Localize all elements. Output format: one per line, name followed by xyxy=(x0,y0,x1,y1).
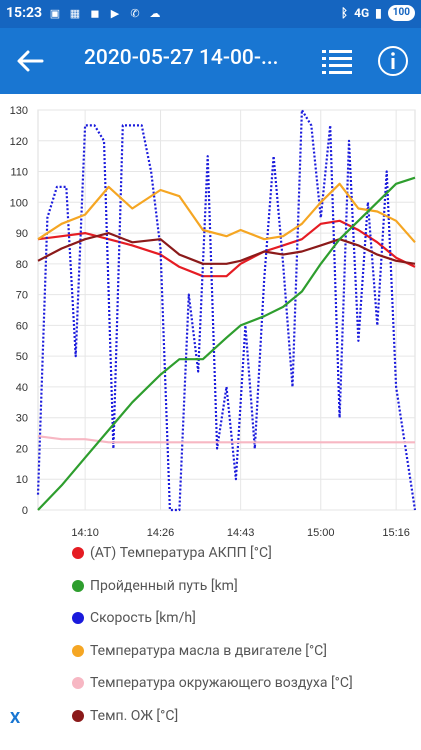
y-tick-label: 60 xyxy=(16,320,28,332)
series-line-4 xyxy=(37,435,415,444)
x-tick-label: 14:43 xyxy=(227,527,255,539)
series-line-5 xyxy=(37,232,416,265)
legend-item[interactable]: Темп. ОЖ [°C] xyxy=(72,708,178,724)
viber-icon: ✆ xyxy=(130,6,140,20)
legend-item[interactable]: Температура окружающего воздуха [°C] xyxy=(72,675,353,691)
bluetooth-icon: ᛒ xyxy=(340,6,349,20)
series-line-0 xyxy=(37,219,416,278)
list-icon[interactable] xyxy=(320,44,354,78)
battery-icon: 100 xyxy=(387,5,415,21)
status-bar: 15:23 ▣ ▦ ◼ ▶ ✆ ☁ ᛒ 4G ▮ 100 xyxy=(0,0,421,28)
y-tick-label: 0 xyxy=(22,505,28,517)
y-tick-label: 120 xyxy=(10,136,28,148)
y-tick-label: 30 xyxy=(16,413,28,425)
y-tick-label: 10 xyxy=(16,474,28,486)
y-tick-label: 50 xyxy=(16,351,28,363)
info-icon[interactable] xyxy=(376,44,410,78)
page-title: 2020-05-27 14-00-... xyxy=(84,46,279,70)
y-tick-label: 90 xyxy=(16,228,28,240)
notification-1-icon: ▣ xyxy=(49,6,61,20)
trip-chart[interactable]: 0 10 20 30 40 50 60 70 80 90 100 110 120 130 14:10 14:… xyxy=(0,96,421,540)
notification-icons: ▣ ▦ ◼ ▶ ✆ ☁ xyxy=(48,6,162,20)
cloud-icon: ☁ xyxy=(149,6,161,20)
legend-label: (AT) Температура АКПП [°C] xyxy=(90,545,272,561)
y-tick-label: 70 xyxy=(16,290,28,302)
legend-color-dot xyxy=(72,579,84,592)
x-tick-label: 14:10 xyxy=(71,527,99,539)
legend-color-dot xyxy=(72,709,84,722)
picture-icon: ▦ xyxy=(69,6,81,20)
legend-item[interactable]: Температура масла в двигателе [°C] xyxy=(72,643,327,659)
legend-color-dot xyxy=(72,677,84,689)
y-tick-label: 130 xyxy=(10,105,28,117)
legend-item[interactable]: (AT) Температура АКПП [°C] xyxy=(72,545,272,561)
legend-item[interactable]: Пройденный путь [km] xyxy=(72,578,238,594)
legend-color-dot xyxy=(72,547,84,559)
legend-color-dot xyxy=(72,644,84,657)
legend-label: Темп. ОЖ [°C] xyxy=(90,707,179,724)
status-time: 15:23 xyxy=(6,5,43,21)
series-line-2 xyxy=(36,108,417,512)
series-line-1 xyxy=(37,176,416,511)
y-tick-label: 40 xyxy=(16,382,28,394)
legend-label: Скорость [km/h] xyxy=(90,610,196,626)
android-icon: ◼ xyxy=(90,6,100,20)
series-line-3 xyxy=(37,182,416,244)
back-arrow-icon[interactable] xyxy=(12,43,48,79)
legend-item[interactable]: Скорость [km/h] xyxy=(72,610,196,626)
x-tick-label: 15:16 xyxy=(382,527,410,539)
status-right: ᛒ 4G ▮ 100 xyxy=(341,5,415,21)
x-tick-label: 14:26 xyxy=(147,527,175,539)
y-tick-label: 20 xyxy=(16,443,28,455)
youtube-icon: ▶ xyxy=(110,6,120,20)
app-bar: 2020-05-27 14-00-... xyxy=(0,28,421,94)
legend-label: Температура окружающего воздуха [°C] xyxy=(90,675,353,691)
network-label: 4G xyxy=(354,6,370,20)
legend-label: Температура масла в двигателе [°C] xyxy=(90,642,328,659)
y-tick-label: 100 xyxy=(10,197,28,209)
y-tick-label: 110 xyxy=(10,167,28,179)
close-button[interactable]: X xyxy=(10,708,21,727)
plot-frame xyxy=(37,109,416,511)
legend-color-dot xyxy=(72,612,84,624)
chart-area[interactable]: 0 10 20 30 40 50 60 70 80 90 100 110 120 130 14:10 14:… xyxy=(0,96,421,540)
legend-label: Пройденный путь [km] xyxy=(90,577,238,594)
y-tick-label: 80 xyxy=(16,259,28,271)
x-tick-label: 15:00 xyxy=(307,527,335,539)
signal-icon: ▮ xyxy=(375,6,382,20)
